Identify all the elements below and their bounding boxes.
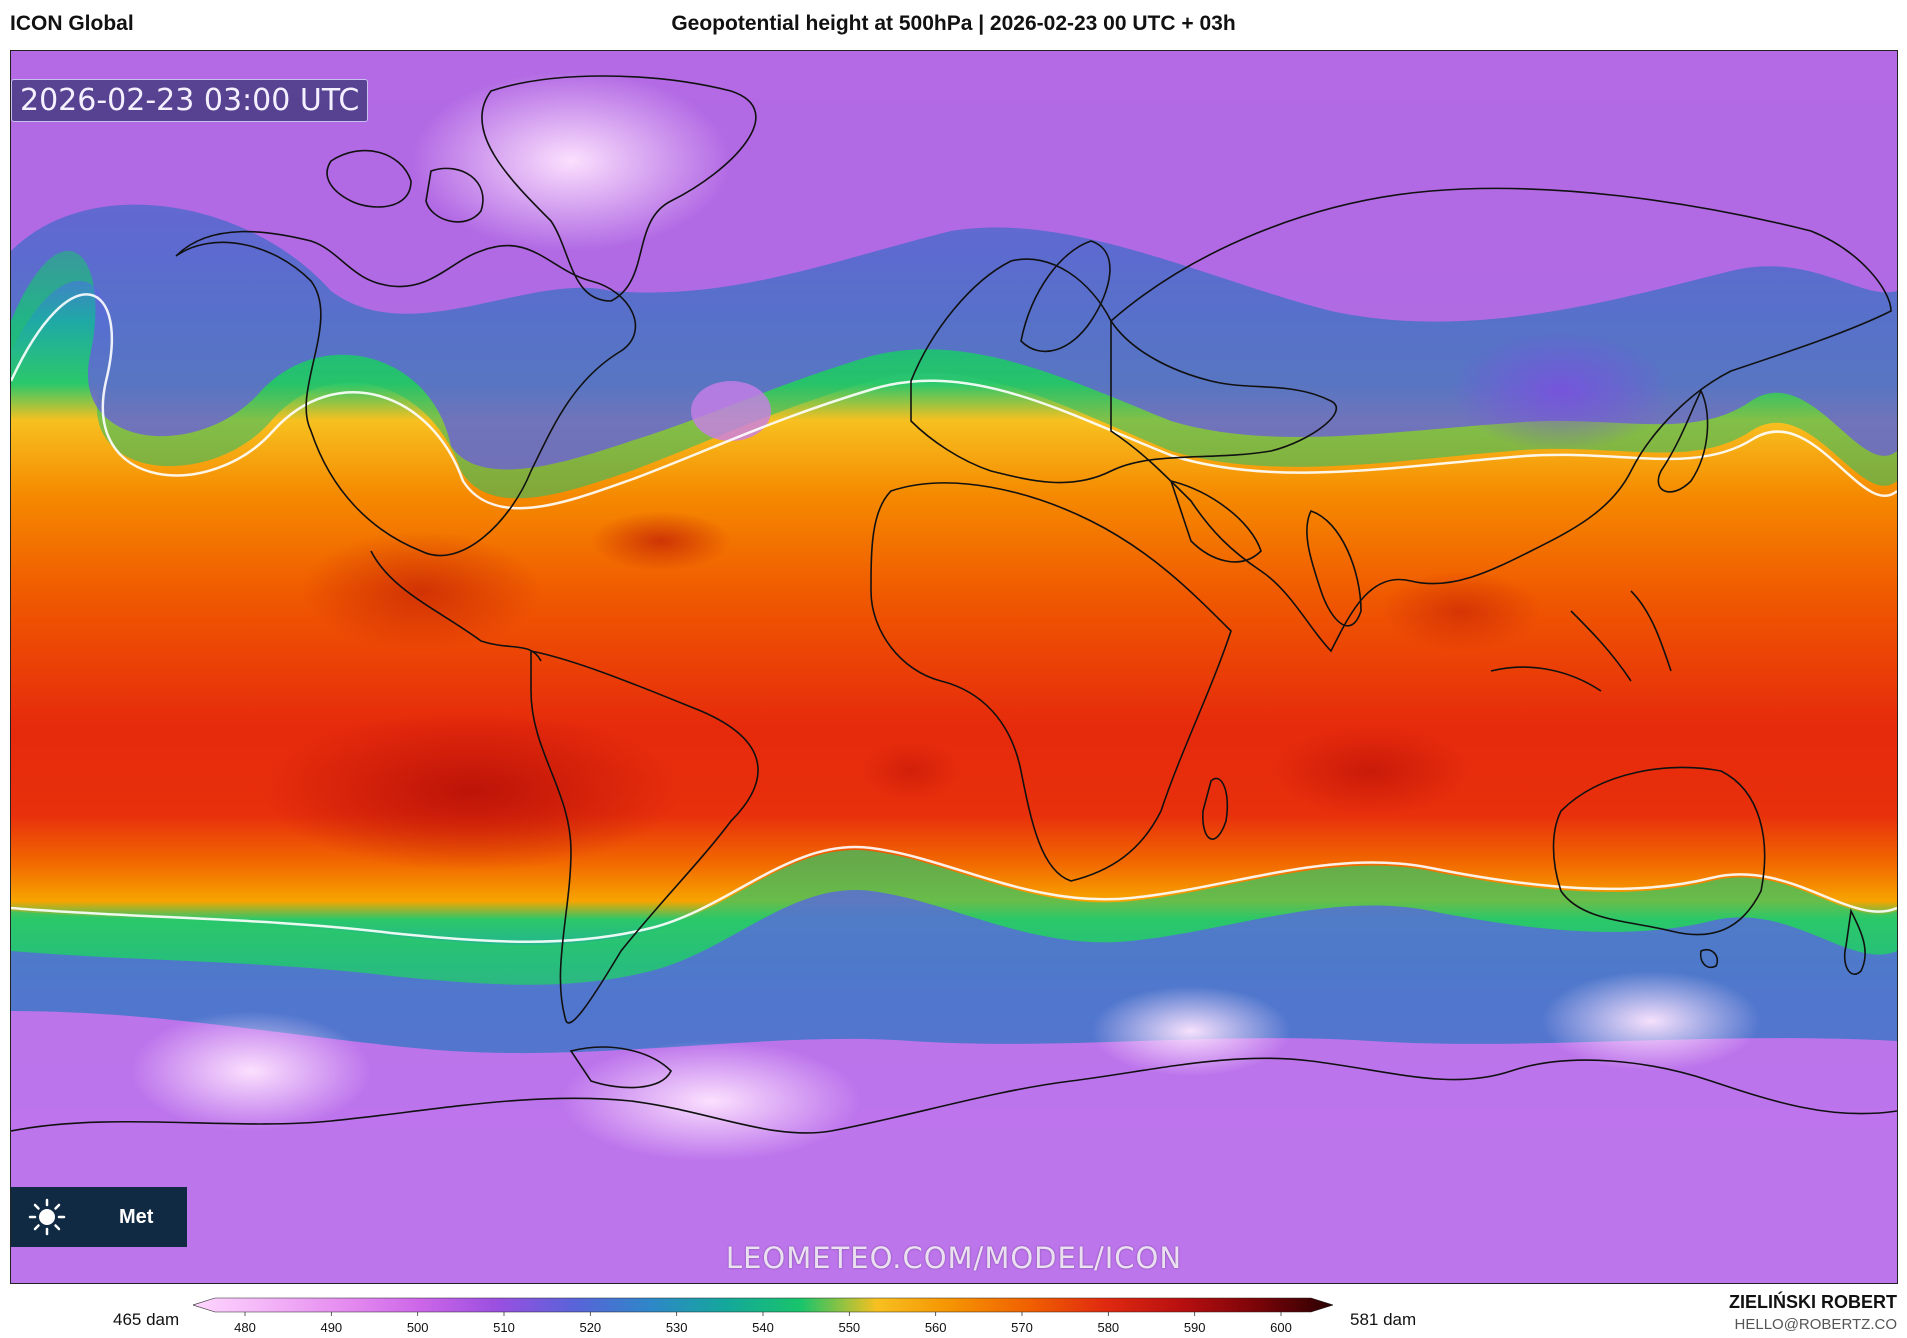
weather-app-badge[interactable]: Met <box>11 1187 187 1247</box>
valid-time-label: 2026-02-23 03:00 UTC <box>11 79 369 122</box>
colorbar-tick-label: 530 <box>666 1320 688 1335</box>
colorbar-tick-label: 490 <box>320 1320 342 1335</box>
colorbar-max-label: 581 dam <box>1350 1310 1417 1329</box>
colorbar-tick-label: 560 <box>925 1320 947 1335</box>
colorbar-tick-label: 600 <box>1270 1320 1292 1335</box>
source-watermark: LEOMETEO.COM/MODEL/ICON <box>725 1241 1183 1275</box>
badge-label: Met <box>119 1205 154 1228</box>
colorbar-tick-label: 580 <box>1097 1320 1119 1335</box>
model-name: ICON Global <box>10 12 134 35</box>
coastlines <box>11 75 1897 1134</box>
author-email[interactable]: HELLO@ROBERTZ.CO <box>1734 1316 1897 1333</box>
colorbar-tick-label: 480 <box>234 1320 256 1335</box>
colorbar-strip <box>193 1297 1333 1313</box>
colorbar-tick-label: 510 <box>493 1320 515 1335</box>
geopotential-field <box>11 51 1897 1283</box>
colorbar: 480 490 500 510 520 530 540 550 560 570 580 590 600 <box>193 1297 1333 1335</box>
sun-icon <box>28 1198 66 1236</box>
colorbar-tick-label: 590 <box>1184 1320 1206 1335</box>
colorbar-tick-label: 550 <box>838 1320 860 1335</box>
author-name: ZIELIŃSKI ROBERT <box>1728 1292 1897 1312</box>
colorbar-min-label: 465 dam <box>113 1310 180 1329</box>
colorbar-tick-label: 500 <box>407 1320 429 1335</box>
map-panel[interactable]: 2026-02-23 03:00 UTC Met LEOMETEO.COM/MO… <box>10 50 1898 1284</box>
colorbar-ticks: 480 490 500 510 520 530 540 550 560 570 580 590 600 <box>234 1312 1292 1335</box>
colorbar-tick-label: 520 <box>579 1320 601 1335</box>
colorbar-tick-label: 540 <box>752 1320 774 1335</box>
colorbar-tick-label: 570 <box>1011 1320 1033 1335</box>
map-title: Geopotential height at 500hPa | 2026-02-… <box>671 12 1236 35</box>
